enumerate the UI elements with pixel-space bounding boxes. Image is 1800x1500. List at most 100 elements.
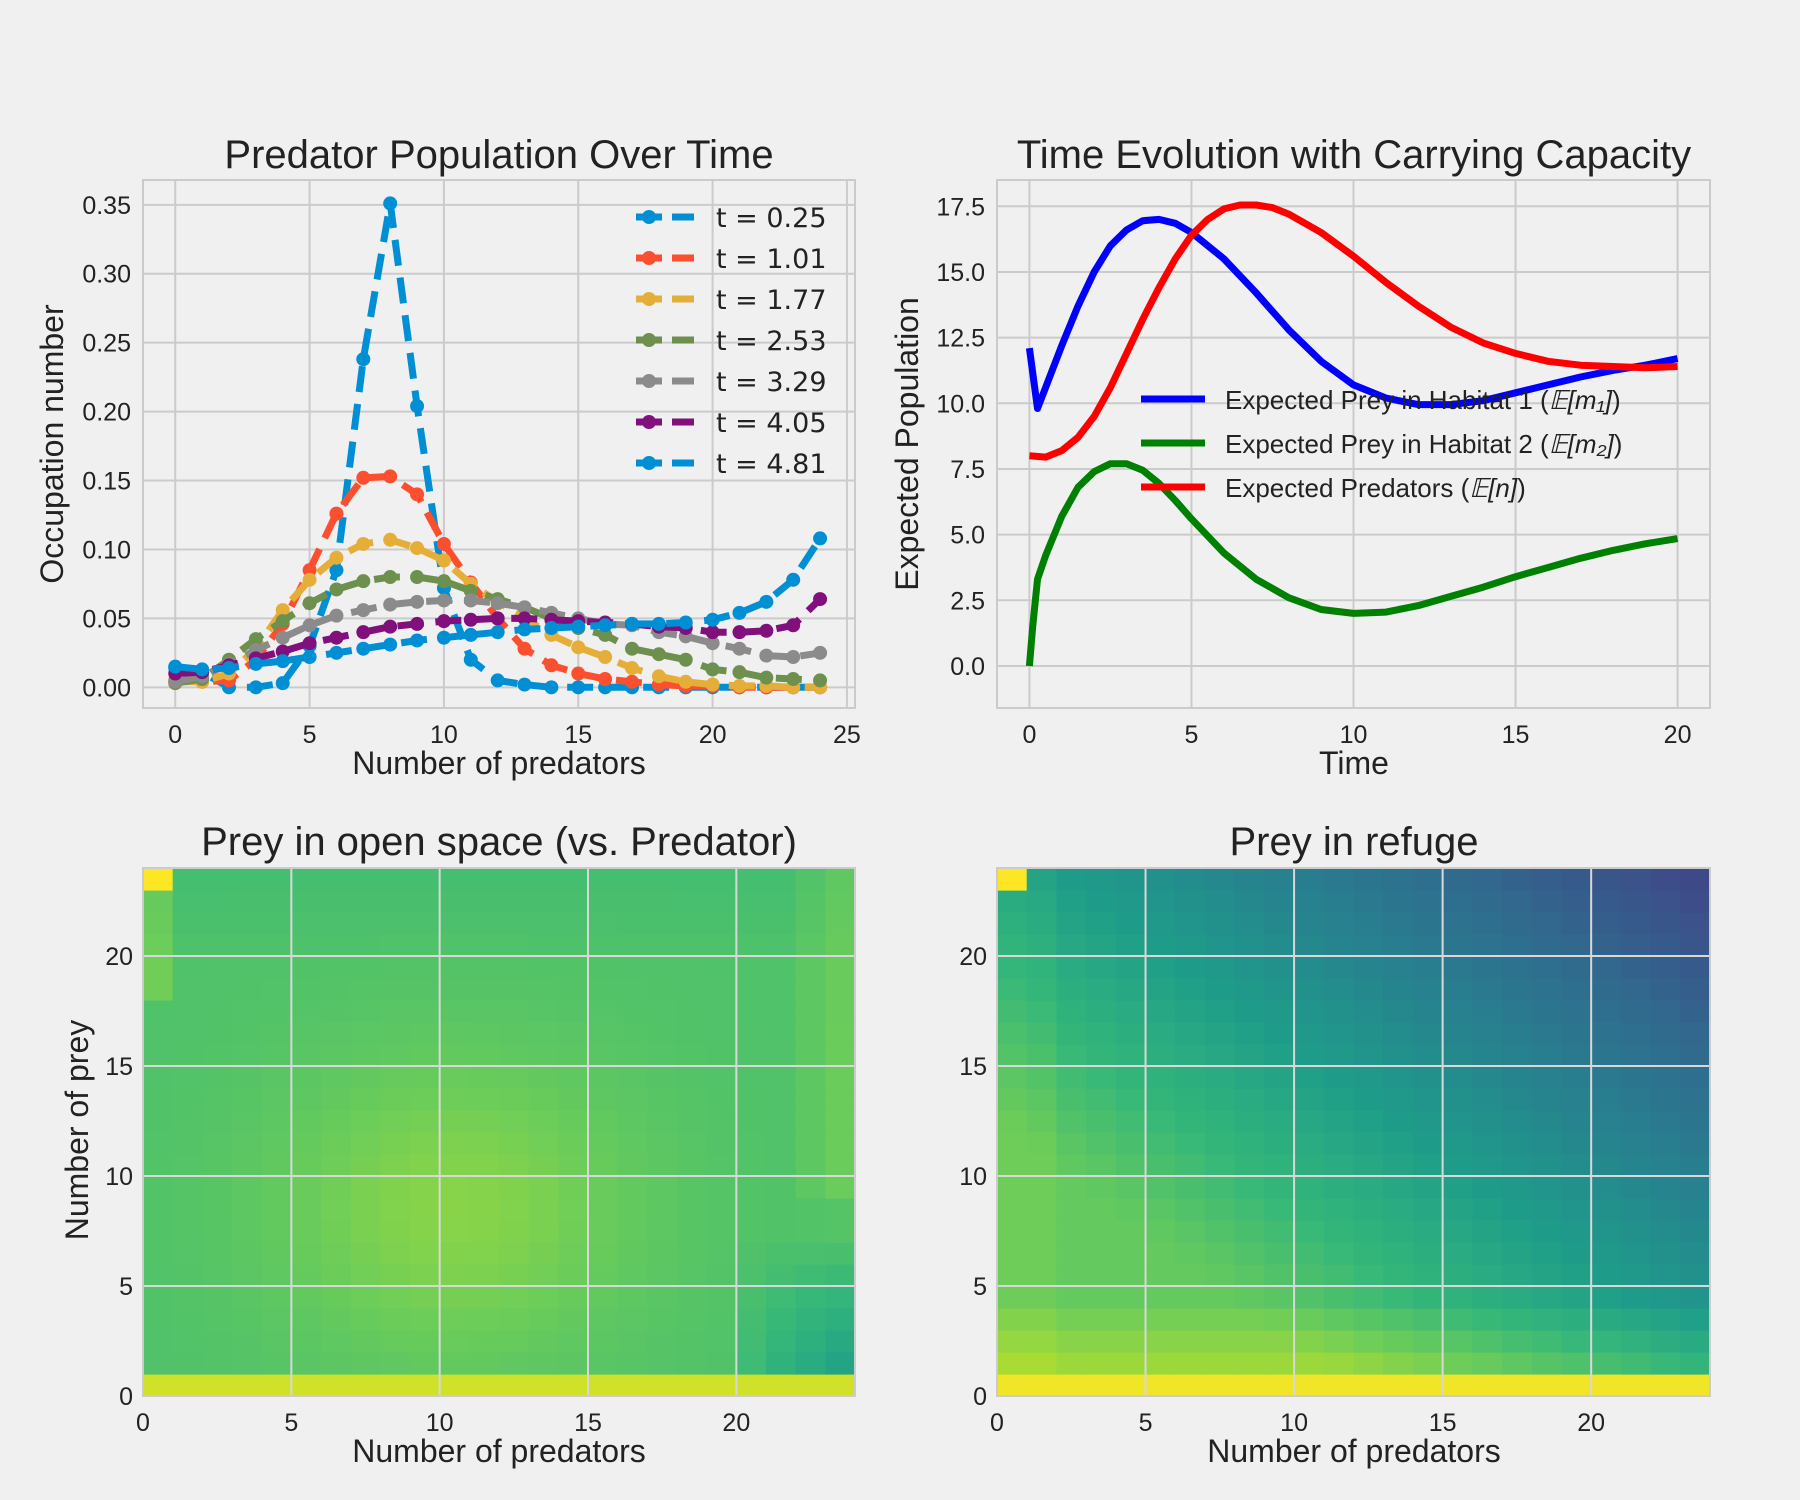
heatmap-cell — [469, 956, 500, 979]
heatmap-cell — [143, 868, 174, 891]
heatmap-cell — [997, 1154, 1028, 1177]
x-tick-label: 10 — [1280, 1409, 1308, 1437]
heatmap-cell — [1531, 1176, 1563, 1199]
heatmap-cell — [766, 1022, 797, 1045]
heatmap-cell — [1026, 1352, 1058, 1375]
heatmap-cell — [410, 1066, 441, 1089]
data-point — [651, 669, 666, 684]
data-point — [490, 625, 505, 640]
heatmap-cell — [261, 1308, 292, 1331]
heatmap-cell — [202, 1176, 233, 1199]
heatmap-cell — [1175, 912, 1206, 935]
heatmap-cell — [321, 1110, 352, 1133]
heatmap-cell — [321, 1000, 352, 1023]
heatmap-cell — [706, 1044, 737, 1067]
heatmap-cell — [1383, 1088, 1414, 1111]
chart-title: Prey in refuge — [1229, 820, 1478, 864]
heatmap-cell — [1264, 890, 1295, 913]
x-tick-labels: 0 5 10 15 20 25 — [168, 721, 861, 749]
heatmap-cell — [1353, 1286, 1384, 1309]
heatmap-cell — [261, 1110, 292, 1133]
heatmap-cell — [439, 1044, 470, 1067]
heatmap-cell — [1680, 1176, 1711, 1199]
heatmap-cell — [172, 1132, 203, 1155]
heatmap-cell — [1175, 1154, 1206, 1177]
heatmap-cell — [1323, 890, 1355, 913]
data-point — [275, 654, 290, 669]
heatmap-cell — [795, 1066, 826, 1089]
heatmap-cell — [1086, 1374, 1117, 1397]
heatmap-cell — [232, 1176, 263, 1199]
data-point — [383, 196, 398, 211]
heatmap-cell — [1502, 868, 1533, 891]
heatmap-cell — [1502, 1330, 1533, 1353]
heatmap-cell — [1680, 1374, 1711, 1397]
heatmap-cell — [1086, 1286, 1117, 1309]
data-point — [517, 622, 532, 637]
heatmap-cell — [1620, 1154, 1652, 1177]
heatmap-cell — [1086, 978, 1117, 1001]
heatmap-cell — [997, 978, 1028, 1001]
heatmap-cell — [766, 1330, 797, 1353]
heatmap-cell — [1472, 1352, 1503, 1375]
heatmap-cell — [1115, 934, 1147, 957]
heatmap-cell — [677, 1286, 708, 1309]
heatmap-cell — [1323, 1352, 1355, 1375]
heatmap-cell — [558, 1088, 589, 1111]
heatmap-cell — [1323, 1000, 1355, 1023]
heatmap-cell — [736, 1022, 767, 1045]
heatmap-cell — [499, 1198, 530, 1221]
heatmap-cell — [766, 1286, 797, 1309]
heatmap-cell — [1383, 868, 1414, 891]
heatmap-cell — [321, 1242, 352, 1265]
heatmap-cell — [706, 1374, 737, 1397]
heatmap-cell — [261, 1198, 292, 1221]
data-point — [786, 618, 801, 633]
heatmap-cell — [766, 1198, 797, 1221]
legend-label: Expected Predators (𝔼[n]) — [1225, 473, 1526, 503]
heatmap-cell — [1353, 1198, 1384, 1221]
heatmap-cell — [825, 1154, 856, 1177]
heatmap-cell — [647, 1264, 678, 1287]
heatmap-cell — [1026, 1066, 1058, 1089]
legend-marker — [642, 456, 656, 470]
heatmap-cell — [321, 1088, 352, 1111]
data-point — [302, 636, 317, 651]
heatmap-cell — [825, 1044, 856, 1067]
heatmap-cell — [172, 1110, 203, 1133]
heatmap-cell — [350, 1044, 381, 1067]
heatmap-cell — [380, 1066, 411, 1089]
heatmap-cell — [1115, 1242, 1147, 1265]
heatmap-cell — [1412, 978, 1444, 1001]
heatmap-cell — [1056, 1000, 1087, 1023]
heatmap-cell — [997, 1330, 1028, 1353]
heatmap-cell — [795, 1220, 826, 1243]
heatmap-cell — [1680, 912, 1711, 935]
heatmap-cell — [499, 1242, 530, 1265]
heatmap-cell — [1145, 1198, 1176, 1221]
series-3 — [1029, 201, 1678, 461]
heatmap-cell — [528, 1110, 559, 1133]
heatmap-cell — [499, 1352, 530, 1375]
legend-label-math: 𝔼[m₂] — [1549, 429, 1615, 459]
heatmap-cell — [1620, 1286, 1652, 1309]
y-axis-label: Expected Population — [889, 297, 925, 591]
heatmap-cell — [736, 956, 767, 979]
series-lines — [1025, 201, 1679, 667]
heatmap-cell — [647, 1110, 678, 1133]
heatmap-cell — [706, 1220, 737, 1243]
heatmap-cell — [380, 978, 411, 1001]
heatmap-cell — [1680, 1330, 1711, 1353]
heatmap-cell — [1502, 1242, 1533, 1265]
legend-item: Expected Prey in Habitat 1 (𝔼[m₁]) — [1141, 385, 1621, 415]
heatmap-cell — [1175, 934, 1206, 957]
heatmap-cell — [1531, 1264, 1563, 1287]
heatmap-cell — [1531, 1132, 1563, 1155]
heatmap-cell — [1145, 1110, 1176, 1133]
heatmap-cell — [1412, 1000, 1444, 1023]
heatmap-cell — [1234, 912, 1265, 935]
heatmap-cell — [1234, 1352, 1265, 1375]
heatmap-cell — [291, 1352, 322, 1375]
y-tick-label: 0.10 — [82, 536, 131, 564]
heatmap-cell — [736, 1154, 767, 1177]
